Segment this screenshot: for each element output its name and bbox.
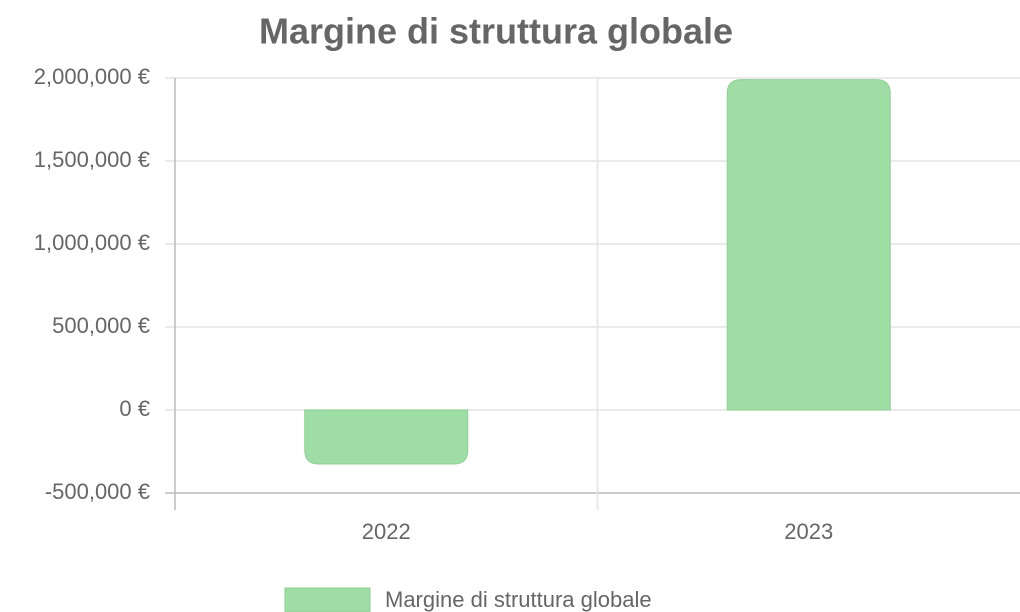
x-tick-label: 2022 (362, 519, 411, 544)
legend-label: Margine di struttura globale (385, 587, 652, 612)
y-tick-label: 1,500,000 € (34, 147, 150, 172)
y-tick-label: 2,000,000 € (34, 64, 150, 89)
y-tick-label: -500,000 € (45, 479, 150, 504)
x-tick-label: 2023 (784, 519, 833, 544)
legend-swatch (284, 587, 371, 612)
y-tick-label: 500,000 € (52, 313, 150, 338)
chart-title: Margine di struttura globale (259, 11, 733, 52)
bar (726, 79, 891, 411)
y-tick-label: 1,000,000 € (34, 230, 150, 255)
bar (304, 409, 469, 465)
y-tick-label: 0 € (119, 396, 150, 421)
